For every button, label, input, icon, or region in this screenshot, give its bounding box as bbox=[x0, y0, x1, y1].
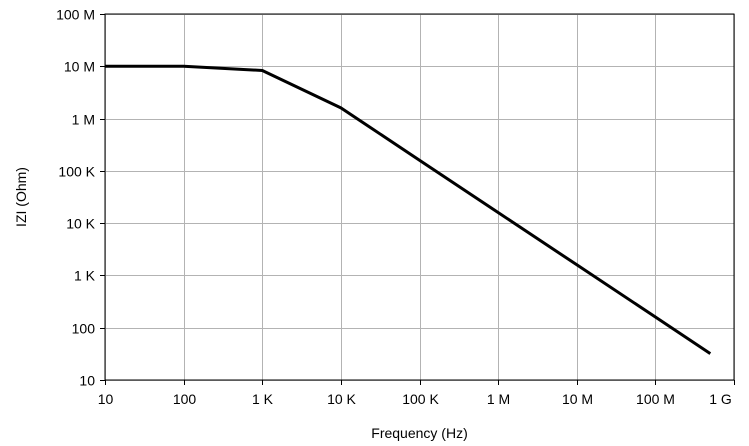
plot-area-frame bbox=[104, 13, 735, 381]
y-tick-label: 10 M bbox=[64, 59, 95, 75]
series bbox=[105, 64, 712, 355]
tick-marks bbox=[100, 14, 735, 385]
y-tick-label: 10 bbox=[79, 373, 95, 389]
x-tick-label: 100 K bbox=[402, 391, 439, 407]
x-axis-label: Frequency (Hz) bbox=[371, 425, 467, 441]
y-tick-label: 1 M bbox=[72, 112, 95, 128]
impedance-curve bbox=[105, 64, 712, 355]
x-tick-label: 1 K bbox=[252, 391, 274, 407]
x-tick-label: 1 G bbox=[709, 391, 732, 407]
x-tick-label: 10 bbox=[98, 391, 114, 407]
y-tick-label: 100 K bbox=[58, 164, 95, 180]
y-tick-label: 100 M bbox=[56, 7, 95, 23]
x-tick-label: 10 M bbox=[562, 391, 593, 407]
y-tick-label: 100 bbox=[72, 321, 96, 337]
x-axis-tick-labels: 10 100 1 K 10 K 100 K 1 M 10 M 100 M 1 G bbox=[98, 391, 732, 407]
y-tick-label: 10 K bbox=[66, 216, 95, 232]
x-tick-label: 100 M bbox=[636, 391, 675, 407]
y-axis-tick-labels: 10 100 1 K 10 K 100 K 1 M 10 M 100 M bbox=[56, 7, 96, 389]
x-tick-label: 100 bbox=[173, 391, 197, 407]
x-tick-label: 10 K bbox=[327, 391, 356, 407]
grid bbox=[105, 14, 735, 381]
y-axis-label: IZI (Ohm) bbox=[13, 167, 29, 227]
x-tick-label: 1 M bbox=[487, 391, 510, 407]
y-tick-label: 1 K bbox=[74, 268, 96, 284]
